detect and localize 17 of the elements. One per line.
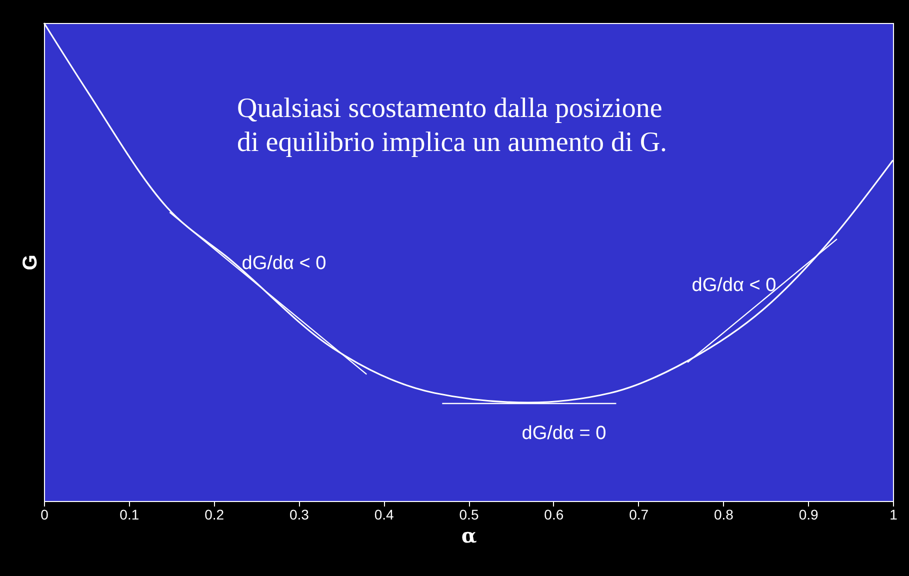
annotation: dG/dα = 0 — [522, 423, 606, 444]
x-tick-label: 1 — [890, 506, 898, 522]
x-tick-label: 0.5 — [459, 506, 479, 522]
x-tick-label: 0.3 — [289, 506, 310, 522]
y-axis-title: G — [20, 254, 42, 270]
x-tick-label: 0.9 — [798, 506, 819, 522]
x-tick-label: 0.7 — [629, 506, 649, 522]
x-tick-label: 0.1 — [120, 506, 140, 522]
annotation: Qualsiasi scostamento dalla posizione di equilibrio implica un aumento di G. — [237, 93, 668, 158]
x-tick-label: 0.2 — [204, 506, 224, 522]
x-tick-label: 0.6 — [544, 506, 564, 522]
x-tick-label: 0.4 — [374, 506, 394, 522]
x-axis-title: α — [461, 524, 477, 548]
annotation: dG/dα < 0 — [692, 275, 776, 296]
annotation: dG/dα < 0 — [242, 253, 326, 274]
x-tick-label: 0.8 — [714, 506, 734, 522]
x-tick-label: 0 — [40, 506, 49, 522]
